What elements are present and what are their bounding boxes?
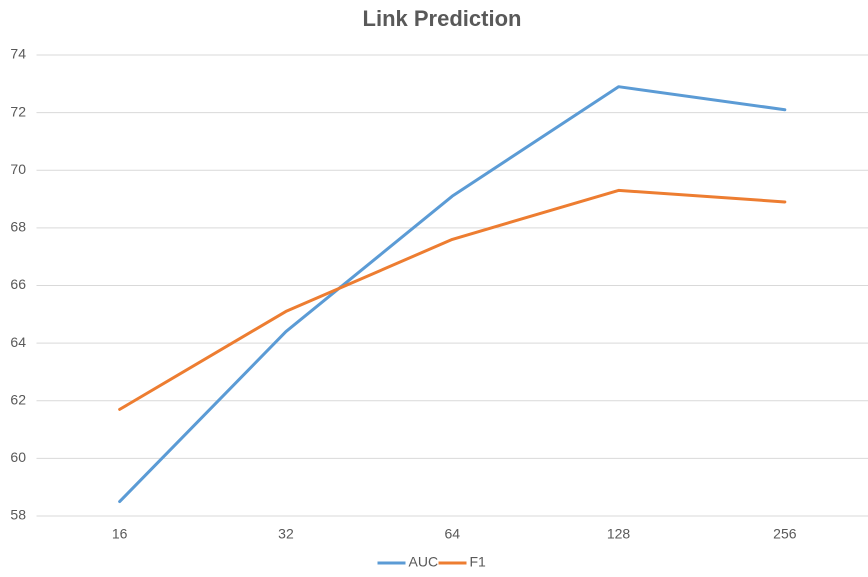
y-tick-label: 60 <box>10 449 26 465</box>
y-tick-label: 72 <box>10 103 26 119</box>
y-tick-label: 68 <box>10 219 26 235</box>
x-tick-label: 16 <box>112 526 128 542</box>
legend-label: AUC <box>409 554 439 570</box>
y-tick-label: 62 <box>10 391 26 407</box>
y-tick-label: 74 <box>10 46 26 62</box>
y-tick-label: 66 <box>10 276 26 292</box>
y-tick-label: 58 <box>10 507 26 523</box>
x-tick-label: 64 <box>444 526 460 542</box>
line-series <box>118 85 787 504</box>
y-tick-label: 70 <box>10 161 26 177</box>
line-series <box>118 188 787 411</box>
x-tick-label: 32 <box>278 526 294 542</box>
legend-label: F1 <box>470 554 487 570</box>
x-tick-label: 128 <box>607 526 631 542</box>
y-tick-label: 64 <box>10 334 26 350</box>
chart-title: Link Prediction <box>363 6 522 31</box>
x-tick-label: 256 <box>773 526 797 542</box>
